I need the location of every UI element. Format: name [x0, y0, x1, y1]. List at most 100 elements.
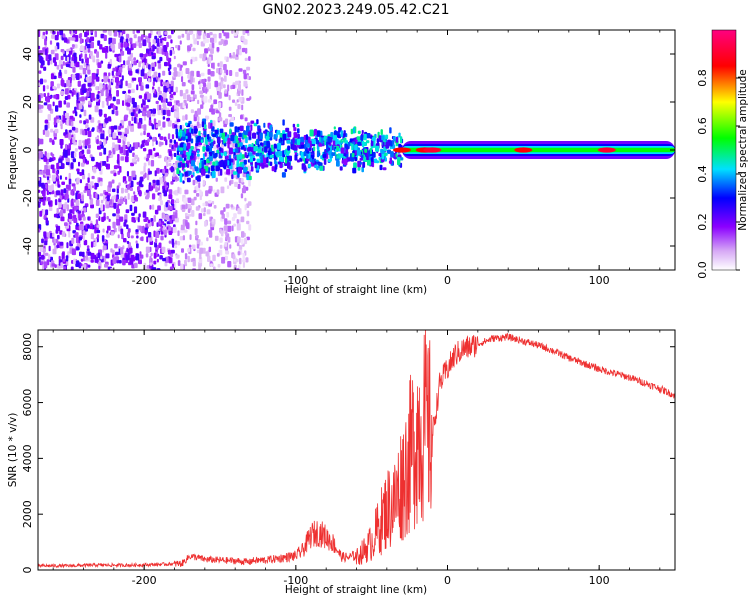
- spectrogram-cell: [60, 123, 63, 130]
- spectrogram-cell: [149, 47, 152, 52]
- spectrogram-cell: [38, 45, 41, 50]
- spectrogram-cell: [79, 37, 83, 44]
- spectrogram-cell: [65, 255, 69, 262]
- spectrogram-cell: [148, 170, 152, 175]
- spectrogram-cell: [131, 264, 135, 269]
- spectrogram-cell: [159, 169, 163, 173]
- spectrogram-cell: [140, 124, 145, 129]
- spectrogram-cell: [292, 123, 296, 128]
- spectrogram-cell: [184, 259, 187, 265]
- spectrogram-cell: [43, 157, 48, 162]
- spectrogram-cell: [152, 193, 156, 200]
- spectrogram-cell: [127, 83, 132, 88]
- spectrogram-cell: [376, 160, 379, 164]
- spectrogram-cell: [195, 206, 200, 211]
- spectrogram-cell: [243, 131, 248, 136]
- spectrogram-cell: [95, 76, 100, 82]
- spectrogram-cell: [113, 30, 118, 37]
- spectrogram-cell: [79, 251, 83, 257]
- spectrogram-cell: [73, 186, 76, 192]
- spectrogram-cell: [254, 161, 258, 169]
- spectrogram-cell: [135, 69, 139, 74]
- spectrogram-y-label: Frequency (Hz): [7, 110, 19, 189]
- spectrogram-cell: [167, 120, 172, 127]
- spectrogram-cell: [182, 115, 185, 121]
- spectrogram-cell: [232, 52, 236, 59]
- spectrogram-cell: [336, 160, 340, 167]
- spectrogram-cell: [219, 128, 224, 133]
- spectrogram-cell: [174, 124, 178, 129]
- spectrogram-cell: [64, 69, 68, 74]
- spectrogram-cell: [146, 62, 149, 69]
- spectrogram-cell: [198, 130, 201, 137]
- spectrogram-cell: [176, 119, 181, 123]
- spectrogram-cell: [311, 138, 316, 145]
- spectrogram-cell: [246, 203, 250, 208]
- spectrogram-cell: [115, 256, 120, 261]
- spectrogram-cell: [90, 30, 94, 33]
- spectrogram-cell: [287, 145, 290, 151]
- spectrogram-cell: [44, 151, 47, 157]
- spectrogram-cell: [62, 203, 67, 210]
- spectrogram-cell: [160, 127, 163, 131]
- spectrogram-cell: [174, 245, 178, 249]
- spectrogram-cell: [195, 142, 199, 147]
- spectrogram-cell: [308, 163, 312, 168]
- spectrogram-cell: [182, 235, 185, 241]
- spectrogram-cell: [130, 180, 134, 188]
- spectrogram-cell: [85, 76, 89, 81]
- spectrogram-cell: [143, 165, 146, 173]
- spectrogram-cell: [81, 149, 85, 154]
- spectrogram-cell: [150, 252, 153, 257]
- spectrogram-cell: [162, 104, 167, 112]
- spectrogram-cell: [106, 216, 109, 220]
- spectrogram-cell: [250, 124, 253, 131]
- spectrogram-cell: [264, 164, 269, 168]
- spectrogram-cell: [186, 222, 190, 229]
- spectrogram-cell: [248, 179, 251, 187]
- spectrogram-cell: [274, 159, 277, 165]
- spectrogram-cell: [98, 265, 101, 270]
- spectrogram-cell: [229, 52, 232, 58]
- spectrogram-cell: [186, 94, 191, 102]
- spectrogram-cell: [128, 176, 132, 182]
- spectrogram-cell: [133, 117, 137, 124]
- spectrogram-cell: [246, 125, 250, 132]
- spectrogram-cell: [128, 247, 133, 254]
- spectrogram-cell: [173, 164, 177, 168]
- spectrogram-cell: [141, 236, 144, 242]
- spectrogram-cell: [197, 99, 200, 105]
- spectrogram-cell: [169, 218, 172, 224]
- spectrogram-cell: [216, 144, 219, 148]
- spectrogram-cell: [83, 207, 87, 212]
- spectrogram-cell: [246, 75, 249, 80]
- spectrogram-cell: [63, 115, 66, 123]
- spectrogram-cell: [160, 79, 164, 87]
- spectrogram-hotspot: [597, 147, 616, 153]
- spectrogram-cell: [73, 217, 78, 223]
- spectrogram-cell: [153, 252, 157, 259]
- spectrogram-cell: [205, 190, 209, 197]
- spectrogram-cell: [169, 139, 173, 143]
- spectrogram-cell: [125, 198, 128, 205]
- spectrogram-cell: [333, 126, 336, 130]
- spectrogram-cell: [39, 78, 44, 85]
- spectrogram-cell: [43, 261, 48, 269]
- spectrogram-cell: [243, 39, 248, 45]
- spectrogram-cell: [85, 119, 89, 124]
- spectrogram-cell: [82, 140, 85, 144]
- spectrogram-cell: [199, 90, 204, 95]
- spectrogram-cell: [386, 149, 391, 154]
- spectrogram-cell: [133, 194, 137, 201]
- colorbar-tick-label: 0.0: [696, 261, 709, 279]
- spectrogram-cell: [68, 172, 71, 180]
- spectrogram-cell: [323, 158, 327, 165]
- spectrogram-cell: [112, 96, 116, 102]
- spectrogram-cell: [168, 230, 173, 235]
- spectrogram-cell: [171, 134, 175, 140]
- spectrogram-cell: [87, 216, 90, 221]
- spectrogram-cell: [274, 164, 278, 170]
- spectrogram-cell: [116, 187, 119, 194]
- spectrogram-cell: [350, 128, 353, 135]
- spectrogram-cell: [168, 157, 172, 163]
